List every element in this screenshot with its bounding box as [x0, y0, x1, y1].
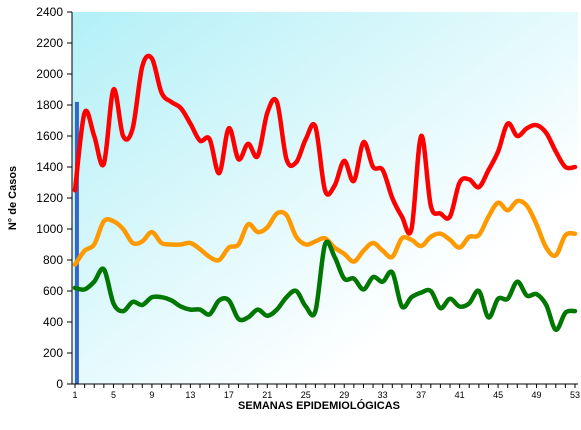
x-tick-label: 13 [185, 390, 195, 400]
y-tick-label: 800 [43, 253, 63, 267]
series-red-line [72, 53, 578, 236]
x-tick-label: 37 [416, 390, 426, 400]
marker-bar [74, 101, 79, 385]
y-tick-label: 2400 [36, 5, 63, 19]
y-tick-label: 400 [43, 315, 63, 329]
series-orange-line [72, 198, 578, 267]
x-tick-label: 49 [532, 390, 542, 400]
y-tick-label: 1400 [36, 160, 63, 174]
x-tick-label: 9 [149, 390, 154, 400]
x-tick-label: 25 [301, 390, 311, 400]
x-tick-label: 45 [493, 390, 503, 400]
y-tick-label: 200 [43, 346, 63, 360]
y-tick-label: 2200 [36, 36, 63, 50]
y-tick-label: 1600 [36, 129, 63, 143]
series-green-line [72, 239, 578, 333]
y-tick-label: 2000 [36, 67, 63, 81]
x-tick-label: 21 [262, 390, 272, 400]
x-axis-title: SEMANAS EPIDEMIOLÓGICAS [238, 399, 400, 412]
y-tick-label: 1800 [36, 98, 63, 112]
y-tick-label: 600 [43, 284, 63, 298]
x-tick-label: 1 [72, 390, 77, 400]
y-tick-label: 1000 [36, 222, 63, 236]
x-tick-label: 53 [570, 390, 580, 400]
y-axis-title: N° de Casos [7, 166, 19, 230]
x-tick-label: 33 [378, 390, 388, 400]
x-tick-label: 41 [455, 390, 465, 400]
y-tick-label: 1200 [36, 191, 63, 205]
x-tick-label: 17 [224, 390, 234, 400]
x-tick-label: 29 [339, 390, 349, 400]
plot-background [72, 12, 578, 384]
x-tick-label: 5 [111, 390, 116, 400]
y-tick-label: 0 [56, 377, 63, 391]
